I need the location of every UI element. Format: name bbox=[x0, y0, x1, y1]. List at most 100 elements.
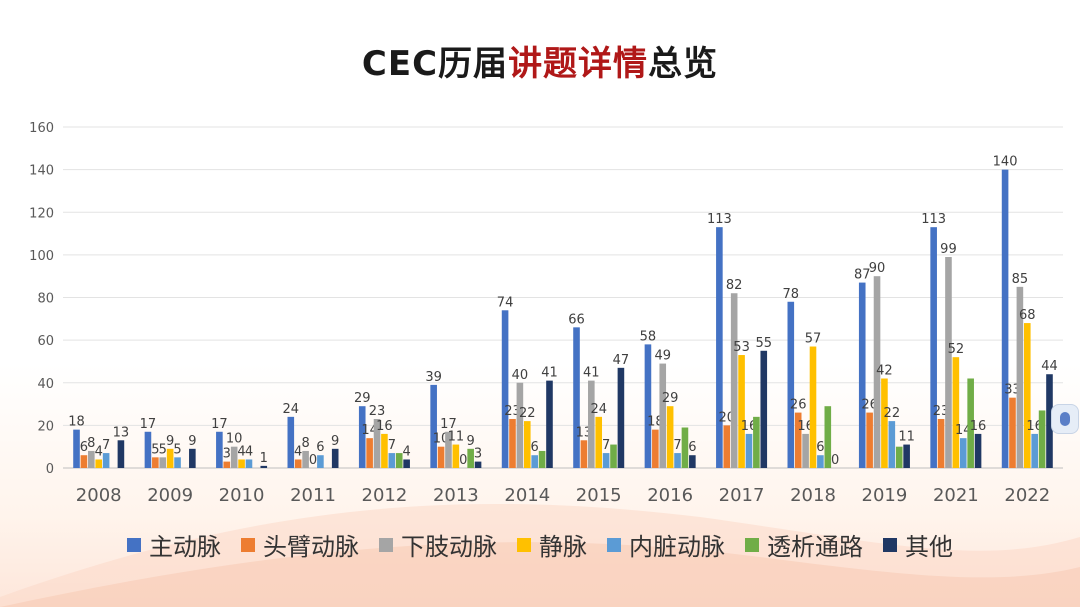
x-tick-label: 2016 bbox=[647, 485, 693, 506]
x-tick-label: 2009 bbox=[147, 485, 193, 506]
bar bbox=[223, 461, 231, 468]
data-label: 9 bbox=[467, 434, 475, 449]
data-label: 39 bbox=[425, 370, 442, 385]
bar bbox=[1046, 374, 1053, 468]
legend-label: 内脏动脉 bbox=[629, 533, 725, 561]
data-label: 87 bbox=[854, 268, 871, 283]
legend-swatch bbox=[745, 537, 759, 552]
data-label: 82 bbox=[726, 278, 743, 293]
bar bbox=[895, 446, 903, 468]
bar bbox=[245, 459, 253, 468]
bar bbox=[930, 227, 937, 468]
bar bbox=[395, 453, 403, 468]
data-label: 6 bbox=[816, 440, 824, 455]
bar bbox=[794, 412, 802, 468]
data-label: 49 bbox=[654, 349, 671, 364]
x-tick-label: 2017 bbox=[719, 485, 765, 506]
bar bbox=[509, 418, 516, 468]
bar bbox=[573, 327, 580, 468]
data-label: 6 bbox=[80, 440, 88, 455]
data-label: 9 bbox=[331, 434, 339, 449]
data-label: 4 bbox=[237, 444, 245, 459]
bar bbox=[610, 444, 617, 468]
data-label: 6 bbox=[531, 440, 539, 455]
title-suffix: 总览 bbox=[648, 44, 719, 84]
data-label: 17 bbox=[140, 417, 157, 432]
bar bbox=[523, 421, 531, 468]
bar bbox=[73, 429, 80, 468]
legend-label: 静脉 bbox=[539, 533, 587, 561]
bar bbox=[117, 440, 125, 468]
bar bbox=[873, 276, 881, 468]
bar bbox=[580, 440, 588, 468]
data-label: 22 bbox=[519, 406, 536, 421]
bar bbox=[452, 444, 460, 468]
bar bbox=[358, 406, 366, 468]
bar bbox=[152, 457, 159, 468]
data-label: 6 bbox=[688, 440, 696, 455]
bar bbox=[602, 453, 610, 468]
x-tick-label: 2022 bbox=[1004, 485, 1050, 506]
data-label: 29 bbox=[662, 391, 679, 406]
legend-label: 主动脉 bbox=[149, 533, 221, 561]
legend-swatch bbox=[517, 537, 531, 552]
bar bbox=[817, 455, 824, 468]
bar bbox=[501, 310, 509, 468]
x-tick-label: 2014 bbox=[504, 485, 550, 506]
bar bbox=[809, 346, 817, 468]
bar bbox=[730, 293, 738, 468]
bar bbox=[317, 455, 324, 468]
y-tick-label: 120 bbox=[29, 206, 54, 221]
legend-item: 头臂动脉 bbox=[241, 527, 359, 562]
bar bbox=[373, 418, 381, 468]
bar bbox=[467, 448, 474, 468]
bar bbox=[189, 448, 196, 468]
bar bbox=[166, 448, 174, 468]
bar bbox=[546, 380, 553, 468]
bar bbox=[952, 357, 960, 468]
legend-swatch bbox=[883, 537, 897, 552]
bar bbox=[959, 438, 967, 468]
data-label: 4 bbox=[294, 444, 302, 459]
legend-item: 内脏动脉 bbox=[607, 527, 725, 562]
data-label: 8 bbox=[87, 436, 95, 451]
bar bbox=[937, 418, 945, 468]
data-label: 4 bbox=[402, 444, 410, 459]
floating-scroll-button[interactable] bbox=[1051, 404, 1079, 434]
bar bbox=[588, 380, 595, 468]
x-tick-label: 2018 bbox=[790, 485, 836, 506]
data-label: 5 bbox=[151, 442, 159, 457]
y-tick-label: 0 bbox=[46, 462, 54, 477]
data-label: 3 bbox=[223, 447, 231, 462]
data-label: 113 bbox=[707, 212, 732, 227]
data-label: 90 bbox=[869, 261, 886, 276]
bar bbox=[824, 406, 832, 468]
bar bbox=[802, 433, 809, 468]
bar bbox=[216, 431, 223, 468]
x-tick-label: 2013 bbox=[433, 485, 479, 506]
data-label: 7 bbox=[673, 438, 681, 453]
legend-item: 静脉 bbox=[517, 527, 587, 562]
scroll-indicator-icon bbox=[1060, 412, 1070, 426]
x-tick-label: 2011 bbox=[290, 485, 336, 506]
legend-swatch bbox=[127, 537, 141, 552]
y-tick-label: 20 bbox=[37, 419, 54, 434]
bar bbox=[903, 444, 910, 468]
bar bbox=[745, 433, 753, 468]
bar bbox=[1038, 410, 1046, 468]
bar bbox=[445, 431, 452, 468]
data-label: 53 bbox=[733, 340, 750, 355]
bar bbox=[974, 433, 982, 468]
bar bbox=[659, 363, 667, 468]
bar bbox=[294, 459, 302, 468]
data-label: 4 bbox=[245, 444, 253, 459]
bar bbox=[159, 457, 167, 468]
bar bbox=[1001, 169, 1009, 468]
bar bbox=[738, 355, 745, 468]
data-label: 18 bbox=[68, 415, 85, 430]
x-tick-label: 2008 bbox=[76, 485, 122, 506]
legend-swatch bbox=[379, 537, 393, 552]
x-tick-label: 2012 bbox=[362, 485, 408, 506]
data-label: 17 bbox=[440, 417, 457, 432]
bar bbox=[474, 461, 482, 468]
